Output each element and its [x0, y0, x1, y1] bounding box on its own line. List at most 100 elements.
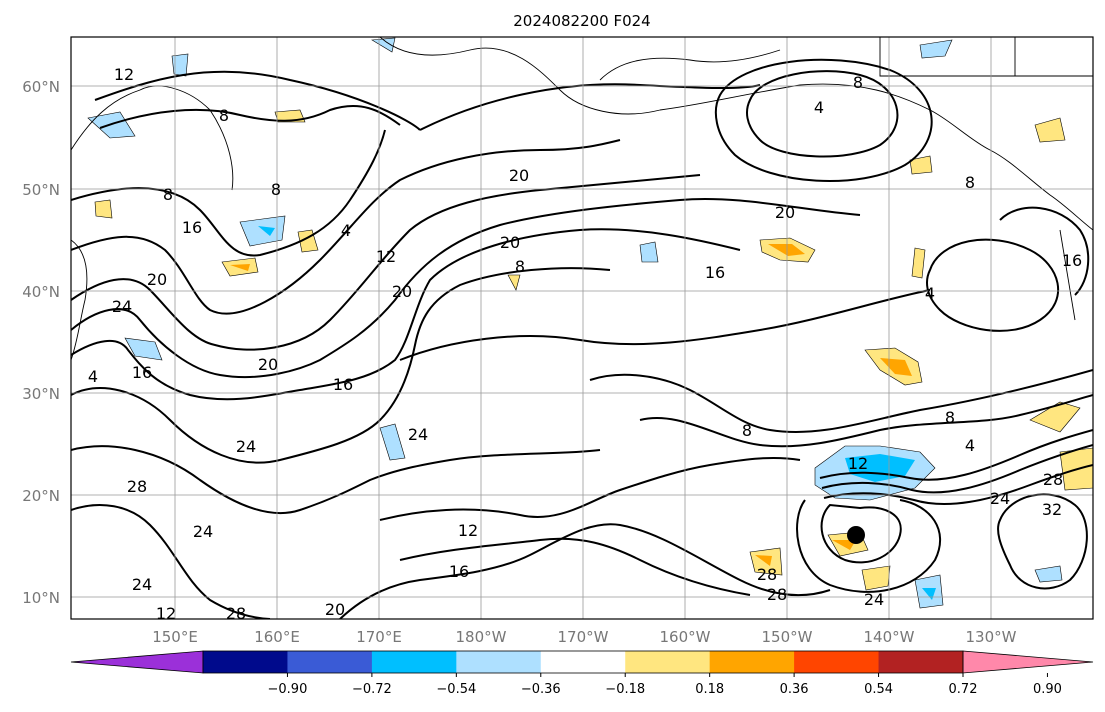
coastline — [379, 37, 661, 115]
contour-label: 28 — [767, 585, 787, 604]
shade-light-blue — [639, 241, 659, 263]
shade-light-blue — [371, 37, 396, 53]
border-line — [879, 37, 1093, 77]
shade-light-blue — [1034, 565, 1063, 583]
contour-label: 20 — [509, 166, 529, 185]
contour-line — [71, 197, 861, 379]
shade-yellow — [1034, 117, 1066, 143]
shade-cyan — [258, 226, 275, 236]
colorbar-tick-label: 0.18 — [695, 682, 724, 697]
contour-label: 20 — [147, 270, 167, 289]
shade-light-blue — [239, 215, 286, 247]
contour-label: 24 — [193, 522, 213, 541]
shade-orange — [880, 358, 912, 376]
contour-line — [820, 503, 902, 564]
shade-light-blue — [171, 53, 189, 77]
contour-label: 16 — [449, 562, 469, 581]
contour-label: 12 — [114, 65, 134, 84]
contour-label: 8 — [742, 421, 752, 440]
contour-line — [819, 429, 1093, 481]
lat-label: 20°N — [22, 487, 60, 505]
colorbar-segment — [371, 651, 457, 673]
contour-label: 28 — [127, 477, 147, 496]
contour-line — [99, 105, 401, 129]
map-background — [71, 37, 1093, 619]
contour-line — [997, 493, 1088, 590]
contour-label: 16 — [182, 218, 202, 237]
contour-label: 4 — [88, 367, 98, 386]
contour-labels: 12 8 8 4 8 16 20 24 4 12 20 20 20 8 16 2… — [88, 65, 1082, 623]
shade-orange — [230, 264, 250, 271]
colorbar: −0.90 −0.72 −0.54 −0.36 −0.18 0.18 0.36 0.54 0.7… — [70, 650, 1094, 697]
colorbar-segment — [456, 651, 542, 673]
shade-light-blue — [919, 39, 953, 59]
contour-label: 24 — [236, 437, 256, 456]
colorbar-tick-label: 0.90 — [1033, 682, 1062, 697]
contour-line — [714, 58, 933, 183]
shade-orange — [755, 555, 772, 566]
storm-center-marker — [847, 526, 865, 544]
coastline — [1059, 229, 1076, 321]
colorbar-segment — [794, 651, 880, 673]
contour-label: 28 — [226, 604, 246, 623]
contour-line — [999, 206, 1090, 296]
colorbar-segment — [878, 651, 964, 673]
contour-label: 28 — [1043, 470, 1063, 489]
colorbar-tick-label: 0.36 — [780, 682, 809, 697]
contour-line — [419, 83, 761, 131]
contour-label: 12 — [156, 604, 176, 623]
contour-lines — [71, 58, 1093, 619]
contour-label: 20 — [500, 233, 520, 252]
shade-yellow — [94, 199, 113, 219]
latitude-labels: 60°N 50°N 40°N 30°N 20°N 10°N — [22, 78, 60, 607]
contour-label: 20 — [392, 282, 412, 301]
coastline — [659, 83, 931, 111]
colorbar-tick-label: −0.90 — [268, 682, 308, 697]
colorbar-segment — [709, 651, 795, 673]
contour-label: 16 — [333, 375, 353, 394]
contour-line — [71, 228, 741, 401]
contour-label: 12 — [458, 521, 478, 540]
chart-title: 2024082200 F024 — [513, 12, 650, 30]
contour-label: 20 — [258, 355, 278, 374]
shade-orange — [832, 540, 856, 550]
colorbar-segment — [625, 651, 711, 673]
colorbar-tick-label: −0.18 — [605, 682, 645, 697]
shade-yellow — [909, 155, 933, 175]
contour-line — [71, 139, 621, 315]
contour-label: 16 — [1062, 251, 1082, 270]
colorbar-tick-label: −0.72 — [352, 682, 392, 697]
contour-label: 8 — [853, 73, 863, 92]
shade-yellow — [861, 565, 891, 591]
lon-label: 130°W — [966, 628, 1017, 646]
contour-label: 8 — [965, 173, 975, 192]
colorbar-extend-high — [962, 650, 1094, 674]
contour-line — [823, 464, 1093, 505]
shade-light-blue — [379, 423, 406, 461]
colorbar-segment — [287, 651, 373, 673]
map-panel: 12 8 8 4 8 16 20 24 4 12 20 20 20 8 16 2… — [70, 36, 1094, 623]
contour-label: 20 — [325, 600, 345, 619]
contour-label: 24 — [864, 590, 884, 609]
shade-yellow — [911, 247, 926, 279]
contour-label: 4 — [965, 436, 975, 455]
colorbar-segment — [540, 651, 626, 673]
colorbar-segment — [203, 651, 288, 673]
longitude-labels: 150°E 160°E 170°E 180°W 170°W 160°W 150°… — [152, 628, 1016, 646]
contour-label: 4 — [925, 284, 935, 303]
contour-label: 8 — [219, 106, 229, 125]
lon-label: 160°E — [254, 628, 300, 646]
contour-line — [94, 70, 421, 131]
shade-yellow — [507, 274, 521, 291]
lon-label: 180°W — [456, 628, 507, 646]
lon-label: 170°W — [558, 628, 609, 646]
contour-line — [71, 504, 271, 619]
contour-line — [796, 499, 941, 593]
lat-label: 60°N — [22, 78, 60, 96]
lon-label: 150°E — [152, 628, 198, 646]
contour-label: 24 — [990, 489, 1010, 508]
lat-label: 50°N — [22, 181, 60, 199]
contour-line — [399, 289, 931, 361]
contour-label: 8 — [163, 185, 173, 204]
